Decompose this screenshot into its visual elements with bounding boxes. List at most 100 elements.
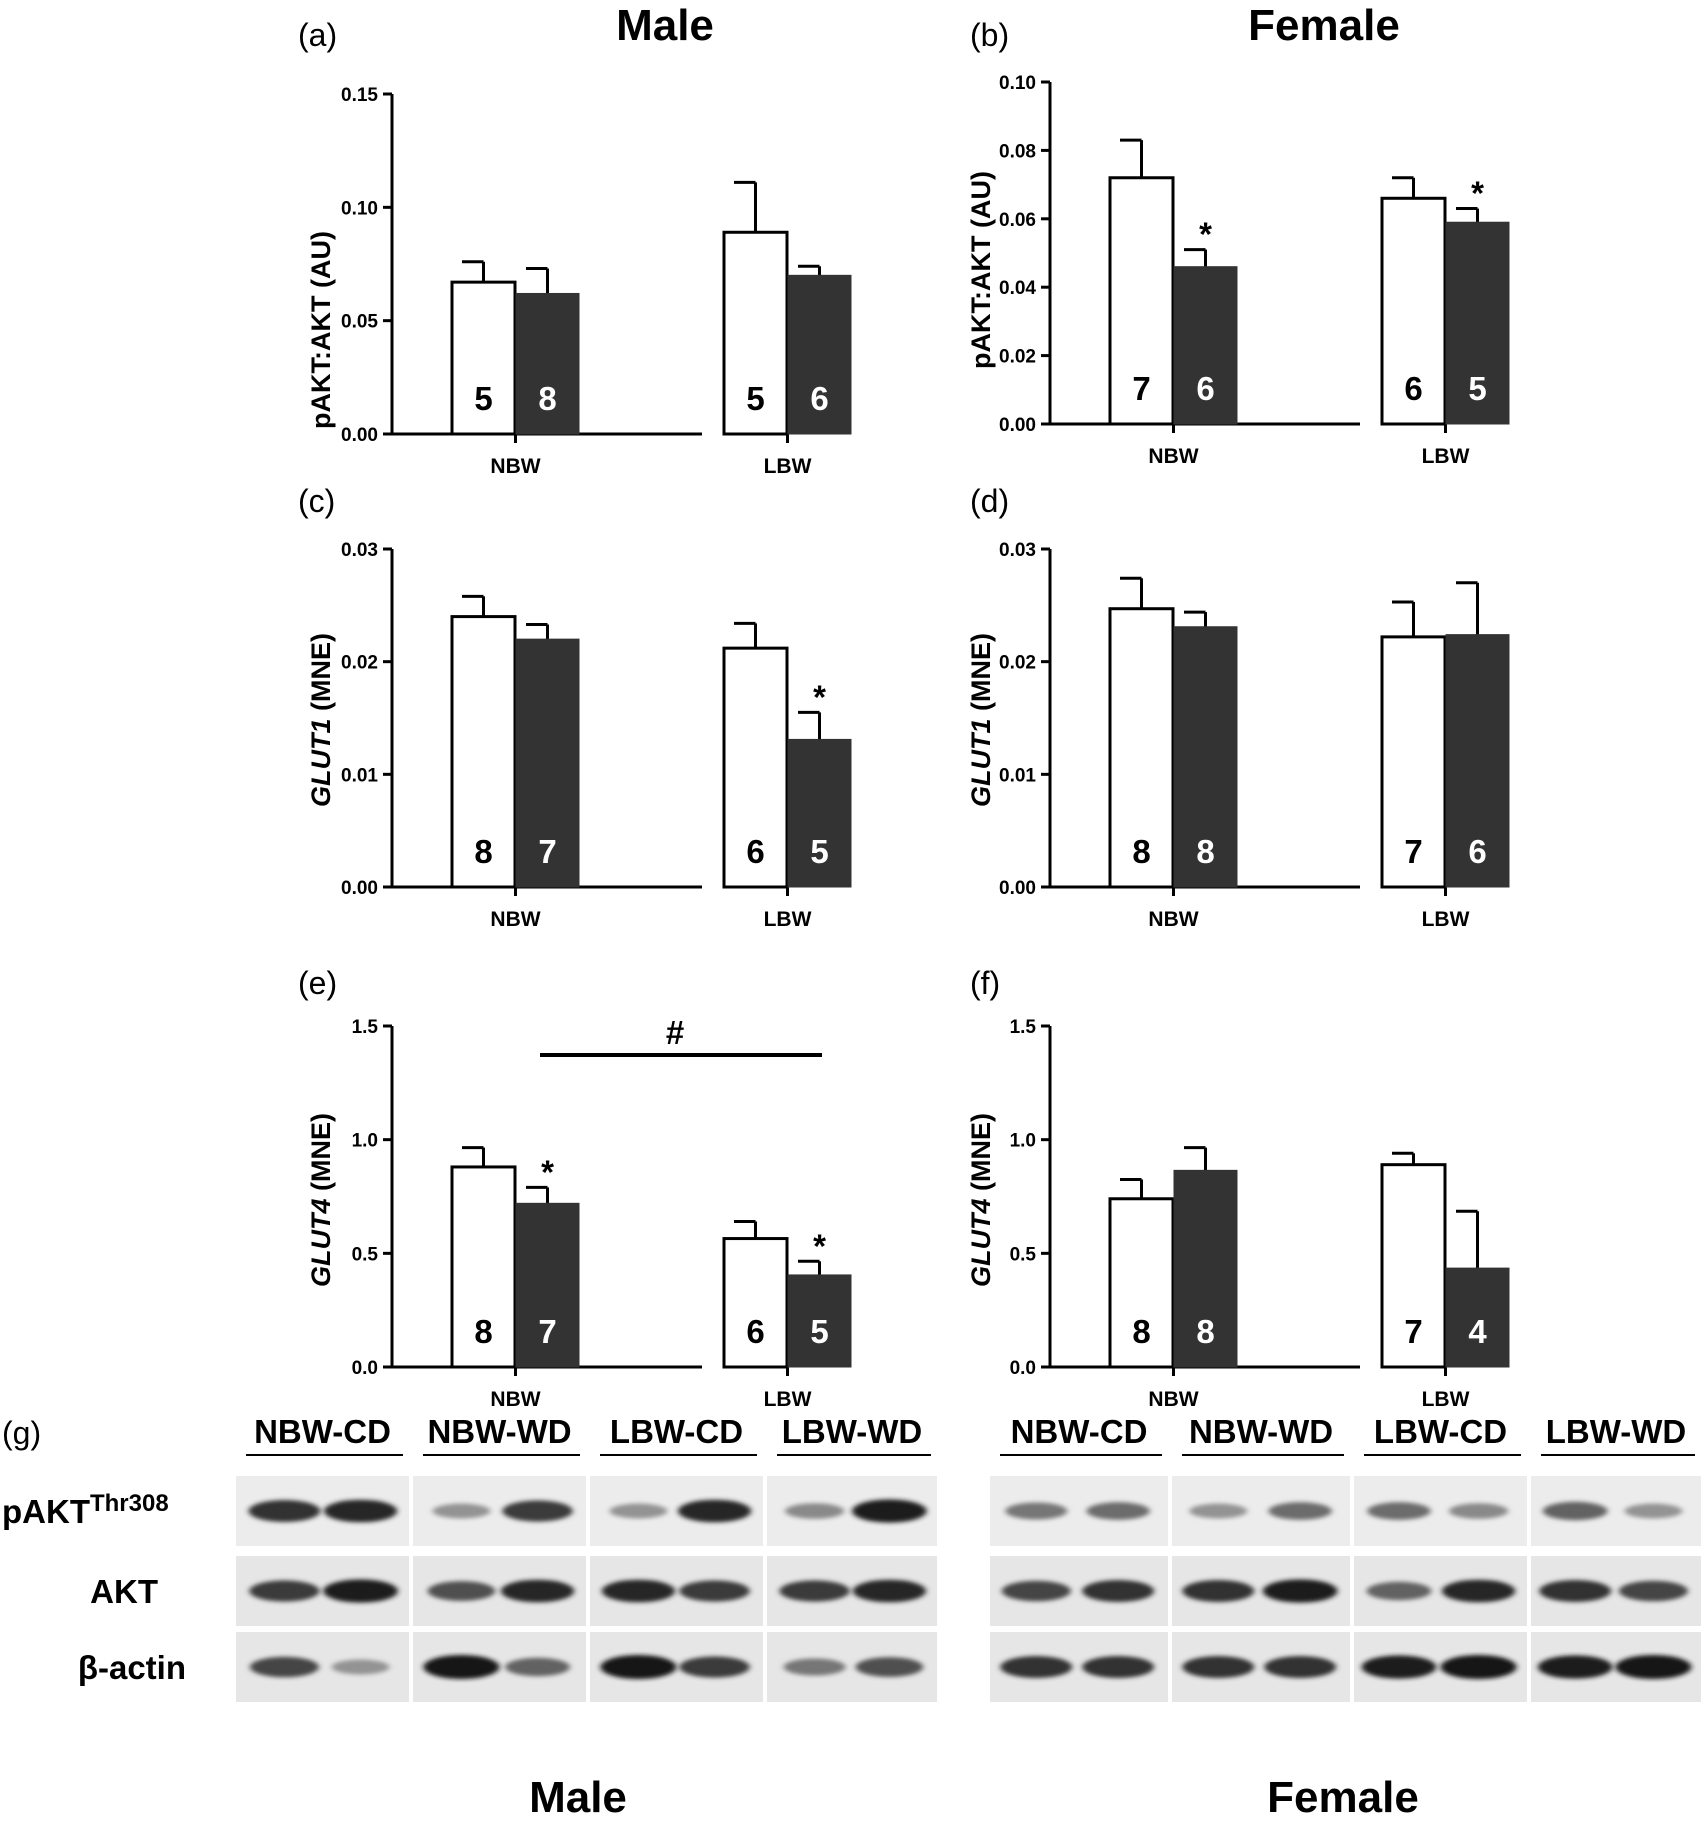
y-axis-label-part: pAKT:AKT [966,235,996,369]
blot-band [785,1503,845,1519]
bar-n-label: 5 [1468,370,1486,407]
y-axis-label-part: (AU) [306,231,336,295]
blot-band [852,1499,927,1523]
bar [1108,1197,1175,1369]
y-tick-label: 0.03 [999,540,1036,561]
y-tick-label: 0.02 [999,347,1036,368]
bar-n-label: 7 [1404,833,1422,870]
x-tick-label: NBW [1148,908,1198,931]
blot-band [1082,1656,1155,1678]
y-axis-label-part: GLUT1 [966,718,996,807]
column-title-female: Female [1248,1,1400,50]
significance-mark: * [1199,216,1212,253]
bar-n-label: 8 [1196,833,1214,870]
x-tick-label: LBW [1422,1388,1470,1411]
significance-mark: * [541,1153,554,1190]
bar-n-label: 6 [810,380,828,417]
panel-d-chart: (d) GLUT1 (MNE) 0.00 0.01 0.02 0.03 NBW 8 8 LBW 7 6 [966,483,1510,931]
blot-band [1361,1655,1437,1679]
bar-n-label: 6 [746,1313,764,1350]
y-tick-label: 1.5 [352,1017,379,1038]
y-axis-label: GLUT4 (MNE) [966,1113,996,1287]
y-axis-label-part: GLUT4 [306,1198,336,1287]
blot-band [601,1579,676,1603]
bar [450,1165,517,1369]
panel-b-chart: (b) pAKT:AKT (AU) 0.00 0.02 0.04 0.06 0.08 0.10… [966,17,1510,468]
y-tick-label: 0.05 [341,312,378,333]
blot-band [1001,1580,1071,1602]
y-tick-label: 0.08 [999,141,1036,162]
panel-label: (c) [298,483,335,519]
bar [722,646,789,889]
blot-male: NBW-CD NBW-WD LBW-CD LBW-WD [236,1413,937,1702]
column-title-male: Male [616,1,714,50]
blot-band [600,1655,677,1679]
bar [515,638,580,888]
panel-g-label: (g) [2,1415,41,1451]
blot-band [1366,1581,1432,1601]
bar-n-label: 8 [1196,1313,1214,1350]
bar-n-label: 7 [1404,1313,1422,1350]
bar [1173,1169,1238,1368]
blot-band [427,1581,496,1601]
blot-band [505,1657,570,1677]
significance-mark: * [1471,175,1484,212]
blot-band [249,1656,319,1678]
y-axis-label-part: (AU) [966,171,996,235]
bar-n-label: 4 [1468,1313,1487,1350]
blot-band [1542,1501,1608,1521]
bar [1380,196,1447,426]
bar [787,274,852,435]
bar-n-label: 6 [1404,370,1422,407]
blot-row-label-beta-actin: β-actin [78,1649,186,1686]
blot-band [432,1503,491,1519]
panel-e-chart: (e) GLUT4 (MNE) 0.0 0.5 1.0 1.5 NBW 8 7 * LBW 6 5 * # [298,965,852,1411]
bar [722,1237,789,1369]
bar-n-label: 5 [810,833,828,870]
y-axis-label-part: (MNE) [966,1113,996,1198]
bracket-label: # [666,1014,684,1051]
blot-band [323,1579,398,1603]
y-tick-label: 0.0 [1010,1358,1036,1379]
bar [1380,1163,1447,1369]
bar [1108,176,1175,426]
panel-label: (b) [970,17,1009,53]
y-tick-label: 0.03 [341,540,378,561]
blot-title-female: Female [1267,1773,1419,1822]
y-axis-label: GLUT4 (MNE) [306,1113,336,1287]
y-axis-label-part: (MNE) [966,633,996,718]
y-tick-label: 1.5 [1010,1017,1037,1038]
blot-band [1624,1503,1683,1519]
significance-mark: * [813,678,826,715]
blot-band [1440,1655,1517,1679]
y-tick-label: 0.5 [1010,1244,1037,1265]
bar [787,1274,852,1368]
y-axis-label-part: GLUT1 [306,718,336,807]
y-tick-label: 0.5 [352,1244,379,1265]
blot-group-label: NBW-CD [1011,1413,1148,1450]
x-tick-label: NBW [1148,1388,1198,1411]
blot-band [855,1657,924,1677]
blot-band [1182,1656,1255,1678]
y-axis-label: GLUT1 (MNE) [306,633,336,807]
y-tick-label: 0.00 [341,878,378,899]
blot-band [1264,1656,1337,1678]
panel-label: (e) [298,965,337,1001]
blot-band [609,1503,668,1519]
bar [787,738,852,888]
bar [1108,607,1175,889]
bar [1445,221,1510,425]
blot-band [249,1580,320,1602]
blot-group-label: NBW-CD [254,1413,391,1450]
bar [722,230,789,436]
y-axis-label-part: GLUT4 [966,1198,996,1287]
x-tick-label: LBW [1422,908,1470,931]
bar [1445,634,1510,888]
blot-band [679,1580,750,1602]
x-tick-label: LBW [764,455,812,478]
blot-band [852,1579,927,1603]
bar-n-label: 6 [1468,833,1486,870]
blot-band [1005,1502,1068,1520]
blot-band [779,1580,850,1602]
